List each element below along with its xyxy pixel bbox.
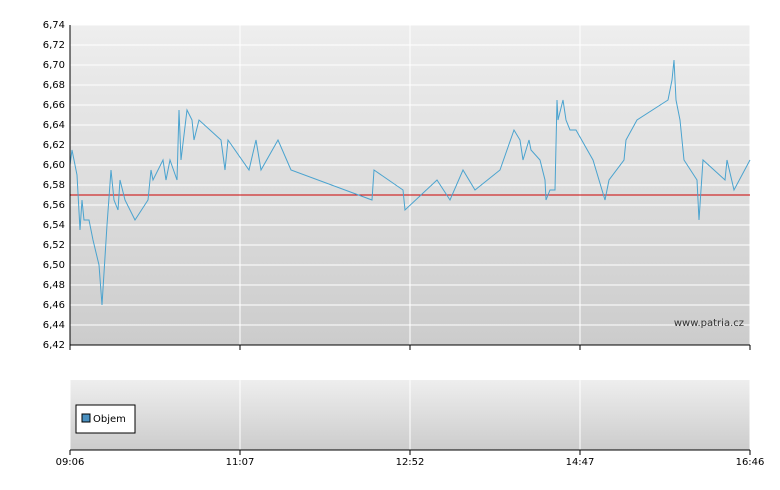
- y-tick-label: 6,70: [43, 60, 65, 71]
- y-tick-label: 6,58: [43, 180, 65, 191]
- y-tick-label: 6,54: [43, 220, 65, 231]
- y-tick-label: 6,42: [43, 340, 65, 351]
- x-tick-label: 14:47: [566, 457, 595, 468]
- y-tick-label: 6,44: [43, 320, 65, 331]
- x-tick-label: 16:46: [736, 457, 765, 468]
- price-line: [69, 59, 751, 306]
- y-tick-label: 6,56: [43, 200, 65, 211]
- x-tick-label: 12:52: [396, 457, 425, 468]
- y-tick-label: 6,74: [43, 20, 65, 31]
- watermark: www.patria.cz: [674, 318, 744, 329]
- y-tick-label: 6,62: [43, 140, 65, 151]
- y-tick-label: 6,50: [43, 260, 65, 271]
- y-tick-label: 6,68: [43, 80, 65, 91]
- y-tick-label: 6,46: [43, 300, 65, 311]
- y-tick-label: 6,60: [43, 160, 65, 171]
- x-tick-label: 09:06: [56, 457, 85, 468]
- legend-label: Objem: [93, 414, 126, 425]
- legend-swatch: [81, 413, 91, 423]
- y-tick-label: 6,52: [43, 240, 65, 251]
- y-tick-label: 6,64: [43, 120, 65, 131]
- y-tick-label: 6,72: [43, 40, 65, 51]
- y-tick-label: 6,48: [43, 280, 65, 291]
- y-tick-label: 6,66: [43, 100, 65, 111]
- x-tick-label: 11:07: [226, 457, 255, 468]
